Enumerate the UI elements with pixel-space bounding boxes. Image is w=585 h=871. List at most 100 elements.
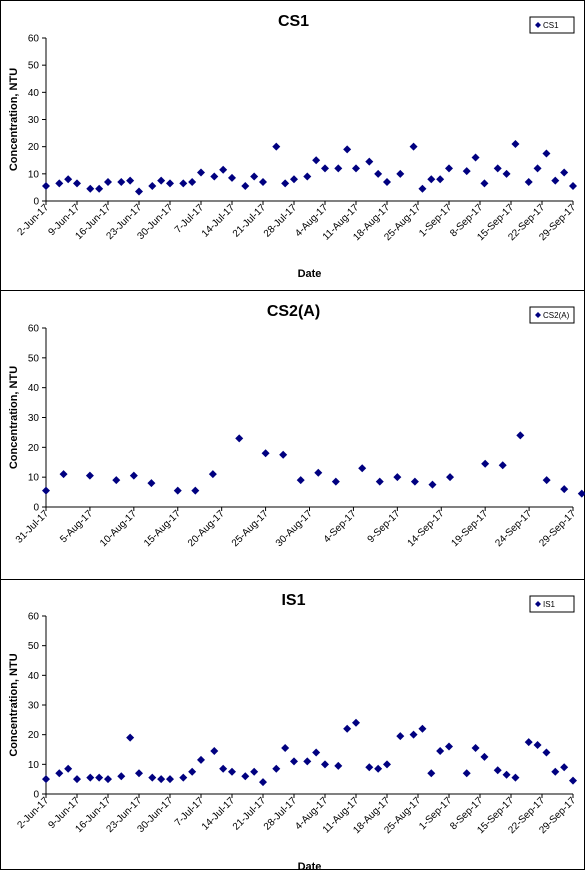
- data-point: [524, 738, 533, 747]
- data-point: [191, 486, 200, 495]
- data-point: [188, 177, 197, 186]
- data-point: [493, 164, 502, 173]
- x-tick-label: 15-Aug-17: [142, 508, 183, 549]
- x-tick-label: 10-Aug-17: [98, 508, 139, 549]
- y-tick-label: 50: [28, 61, 40, 72]
- data-point: [365, 157, 374, 166]
- x-axis-label: Date: [298, 861, 322, 871]
- data-point: [303, 172, 312, 181]
- data-point: [95, 773, 104, 782]
- chart-panel-cs2a: CS2(A) 0 10 20 30 40 50 60 31-Jul-17 5-Aug-17 10-A…: [0, 290, 585, 580]
- y-tick-label: 40: [28, 671, 40, 682]
- data-point: [445, 164, 453, 173]
- legend-label: CS2(A): [543, 311, 570, 320]
- data-point: [179, 179, 188, 188]
- data-point: [560, 485, 569, 494]
- data-point: [383, 760, 391, 769]
- chart-title: IS1: [281, 592, 305, 609]
- data-point: [471, 744, 480, 753]
- data-point: [188, 767, 197, 776]
- data-point: [55, 179, 64, 188]
- y-tick-label: 30: [28, 413, 40, 424]
- x-tick-label: 24-Sep-17: [493, 508, 534, 549]
- data-point: [259, 177, 267, 186]
- data-point: [228, 173, 236, 182]
- data-point: [86, 184, 95, 193]
- y-tick-label: 0: [33, 197, 39, 208]
- data-point: [55, 769, 64, 778]
- data-point: [358, 464, 367, 473]
- y-tick-label: 60: [28, 324, 40, 335]
- x-tick-label: 1-Sep-17: [417, 795, 454, 832]
- data-point: [542, 476, 551, 485]
- x-tick-label: 30-Aug-17: [274, 508, 315, 549]
- data-point: [126, 176, 135, 185]
- data-point: [210, 172, 219, 181]
- legend: IS1: [529, 595, 575, 613]
- data-point: [498, 461, 507, 470]
- y-tick-label: 40: [28, 383, 40, 394]
- data-point: [157, 176, 166, 185]
- y-tick-label: 30: [28, 701, 40, 712]
- x-axis-label: Date: [298, 268, 322, 280]
- data-point: [511, 773, 520, 782]
- y-axis-label: Concentration, NTU: [8, 653, 20, 756]
- data-point: [272, 142, 281, 151]
- data-point: [436, 746, 445, 755]
- legend-marker: [535, 312, 541, 318]
- data-point: [374, 169, 383, 178]
- y-tick-label: 60: [28, 34, 40, 45]
- data-point: [166, 775, 174, 784]
- data-point: [418, 184, 427, 193]
- data-point: [511, 139, 520, 148]
- data-point: [59, 470, 68, 479]
- chart-title: CS2(A): [267, 303, 320, 320]
- data-point: [352, 718, 360, 727]
- x-tick-label: 29-Sep-17: [537, 508, 578, 549]
- data-point: [241, 182, 250, 191]
- data-point: [73, 775, 81, 784]
- legend-label: CS1: [543, 21, 559, 30]
- y-tick-label: 50: [28, 353, 40, 364]
- data-point: [396, 169, 405, 178]
- data-point: [173, 486, 182, 495]
- data-point: [321, 760, 329, 769]
- y-tick-label: 10: [28, 760, 40, 771]
- y-tick-label: 20: [28, 443, 40, 454]
- y-axis-label: Concentration, NTU: [8, 366, 20, 469]
- data-point: [331, 477, 340, 486]
- legend-box: [529, 306, 575, 324]
- data-point: [303, 757, 312, 766]
- data-point: [502, 770, 511, 779]
- data-point: [560, 168, 569, 177]
- data-point: [312, 156, 321, 165]
- data-point: [551, 767, 560, 776]
- data-point: [471, 153, 480, 162]
- data-point: [533, 164, 542, 173]
- data-point: [157, 775, 166, 784]
- data-point: [259, 778, 267, 787]
- data-point: [208, 470, 217, 479]
- data-point: [480, 752, 489, 761]
- data-point: [409, 142, 418, 151]
- data-point: [516, 431, 525, 440]
- data-point: [462, 167, 471, 176]
- data-point: [42, 182, 50, 191]
- chart-panel-is1: IS1 0 10 20 30 40 50 60 2-Jun-17 9-Jun-17 16-Jun-1…: [0, 579, 585, 871]
- data-point: [312, 748, 321, 757]
- data-point: [290, 175, 298, 184]
- x-tick-label: 28-Jul-17: [262, 202, 300, 240]
- legend-marker: [535, 601, 541, 607]
- data-point: [493, 766, 502, 775]
- data-point: [343, 145, 352, 154]
- legend-label: IS1: [543, 600, 556, 609]
- data-point: [577, 489, 585, 498]
- data-point: [250, 767, 259, 776]
- data-point: [147, 479, 156, 488]
- data-point: [334, 164, 343, 173]
- y-tick-label: 0: [33, 503, 39, 514]
- x-tick-label: 1-Sep-17: [417, 202, 454, 239]
- data-point: [104, 177, 112, 186]
- data-point: [542, 149, 551, 158]
- data-point: [279, 450, 288, 459]
